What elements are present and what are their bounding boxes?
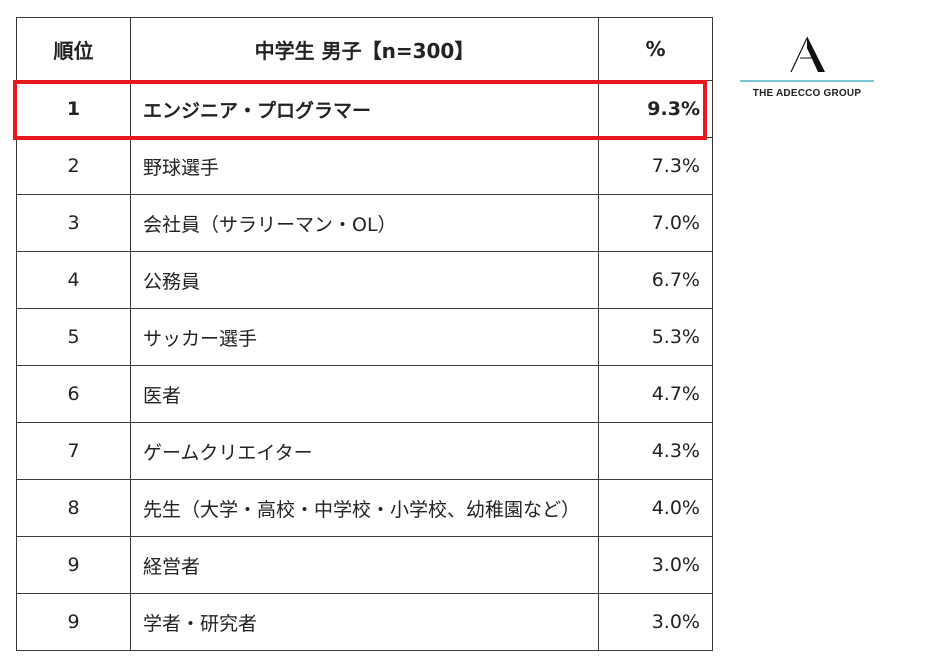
rank-cell: 7 — [16, 422, 131, 480]
rank-cell: 5 — [16, 308, 131, 366]
rank-cell: 2 — [16, 137, 131, 195]
adecco-a-icon — [790, 36, 825, 73]
job-cell: 医者 — [130, 365, 599, 423]
table-header-row: 順位 中学生 男子【n=300】 % — [16, 17, 713, 81]
table-row: 7 ゲームクリエイター 4.3% — [16, 422, 713, 480]
ranking-table: 順位 中学生 男子【n=300】 % 1 エンジニア・プログラマー 9.3% 2… — [16, 17, 713, 651]
job-cell: 学者・研究者 — [130, 593, 599, 651]
rank-cell: 4 — [16, 251, 131, 309]
adecco-group-logo: THE ADECCO GROUP — [740, 34, 874, 104]
percent-cell: 7.3% — [598, 137, 713, 195]
job-cell: 会社員（サラリーマン・OL） — [130, 194, 599, 252]
percent-cell: 6.7% — [598, 251, 713, 309]
table-row: 1 エンジニア・プログラマー 9.3% — [16, 80, 713, 138]
table-row: 5 サッカー選手 5.3% — [16, 308, 713, 366]
table-row: 9 経営者 3.0% — [16, 536, 713, 594]
ranking-table-container: 順位 中学生 男子【n=300】 % 1 エンジニア・プログラマー 9.3% 2… — [16, 17, 713, 651]
header-percent: % — [598, 17, 713, 81]
percent-cell: 9.3% — [598, 80, 713, 138]
table-row: 6 医者 4.7% — [16, 365, 713, 423]
job-cell: 公務員 — [130, 251, 599, 309]
rank-cell: 6 — [16, 365, 131, 423]
percent-cell: 5.3% — [598, 308, 713, 366]
logo-rule — [740, 80, 874, 82]
percent-cell: 4.0% — [598, 479, 713, 537]
job-cell: サッカー選手 — [130, 308, 599, 366]
table-row: 4 公務員 6.7% — [16, 251, 713, 309]
logo-wordmark: THE ADECCO GROUP — [752, 88, 862, 99]
job-cell: ゲームクリエイター — [130, 422, 599, 480]
percent-cell: 4.3% — [598, 422, 713, 480]
percent-cell: 4.7% — [598, 365, 713, 423]
header-rank: 順位 — [16, 17, 131, 81]
table-row: 3 会社員（サラリーマン・OL） 7.0% — [16, 194, 713, 252]
table-row: 8 先生（大学・高校・中学校・小学校、幼稚園など） 4.0% — [16, 479, 713, 537]
rank-cell: 9 — [16, 536, 131, 594]
job-cell: 野球選手 — [130, 137, 599, 195]
table-row: 9 学者・研究者 3.0% — [16, 593, 713, 651]
job-cell: 経営者 — [130, 536, 599, 594]
table-row: 2 野球選手 7.3% — [16, 137, 713, 195]
rank-cell: 3 — [16, 194, 131, 252]
percent-cell: 3.0% — [598, 593, 713, 651]
header-title: 中学生 男子【n=300】 — [130, 17, 599, 81]
rank-cell: 9 — [16, 593, 131, 651]
percent-cell: 3.0% — [598, 536, 713, 594]
rank-cell: 1 — [16, 80, 131, 138]
job-cell: 先生（大学・高校・中学校・小学校、幼稚園など） — [130, 479, 599, 537]
percent-cell: 7.0% — [598, 194, 713, 252]
rank-cell: 8 — [16, 479, 131, 537]
job-cell: エンジニア・プログラマー — [130, 80, 599, 138]
